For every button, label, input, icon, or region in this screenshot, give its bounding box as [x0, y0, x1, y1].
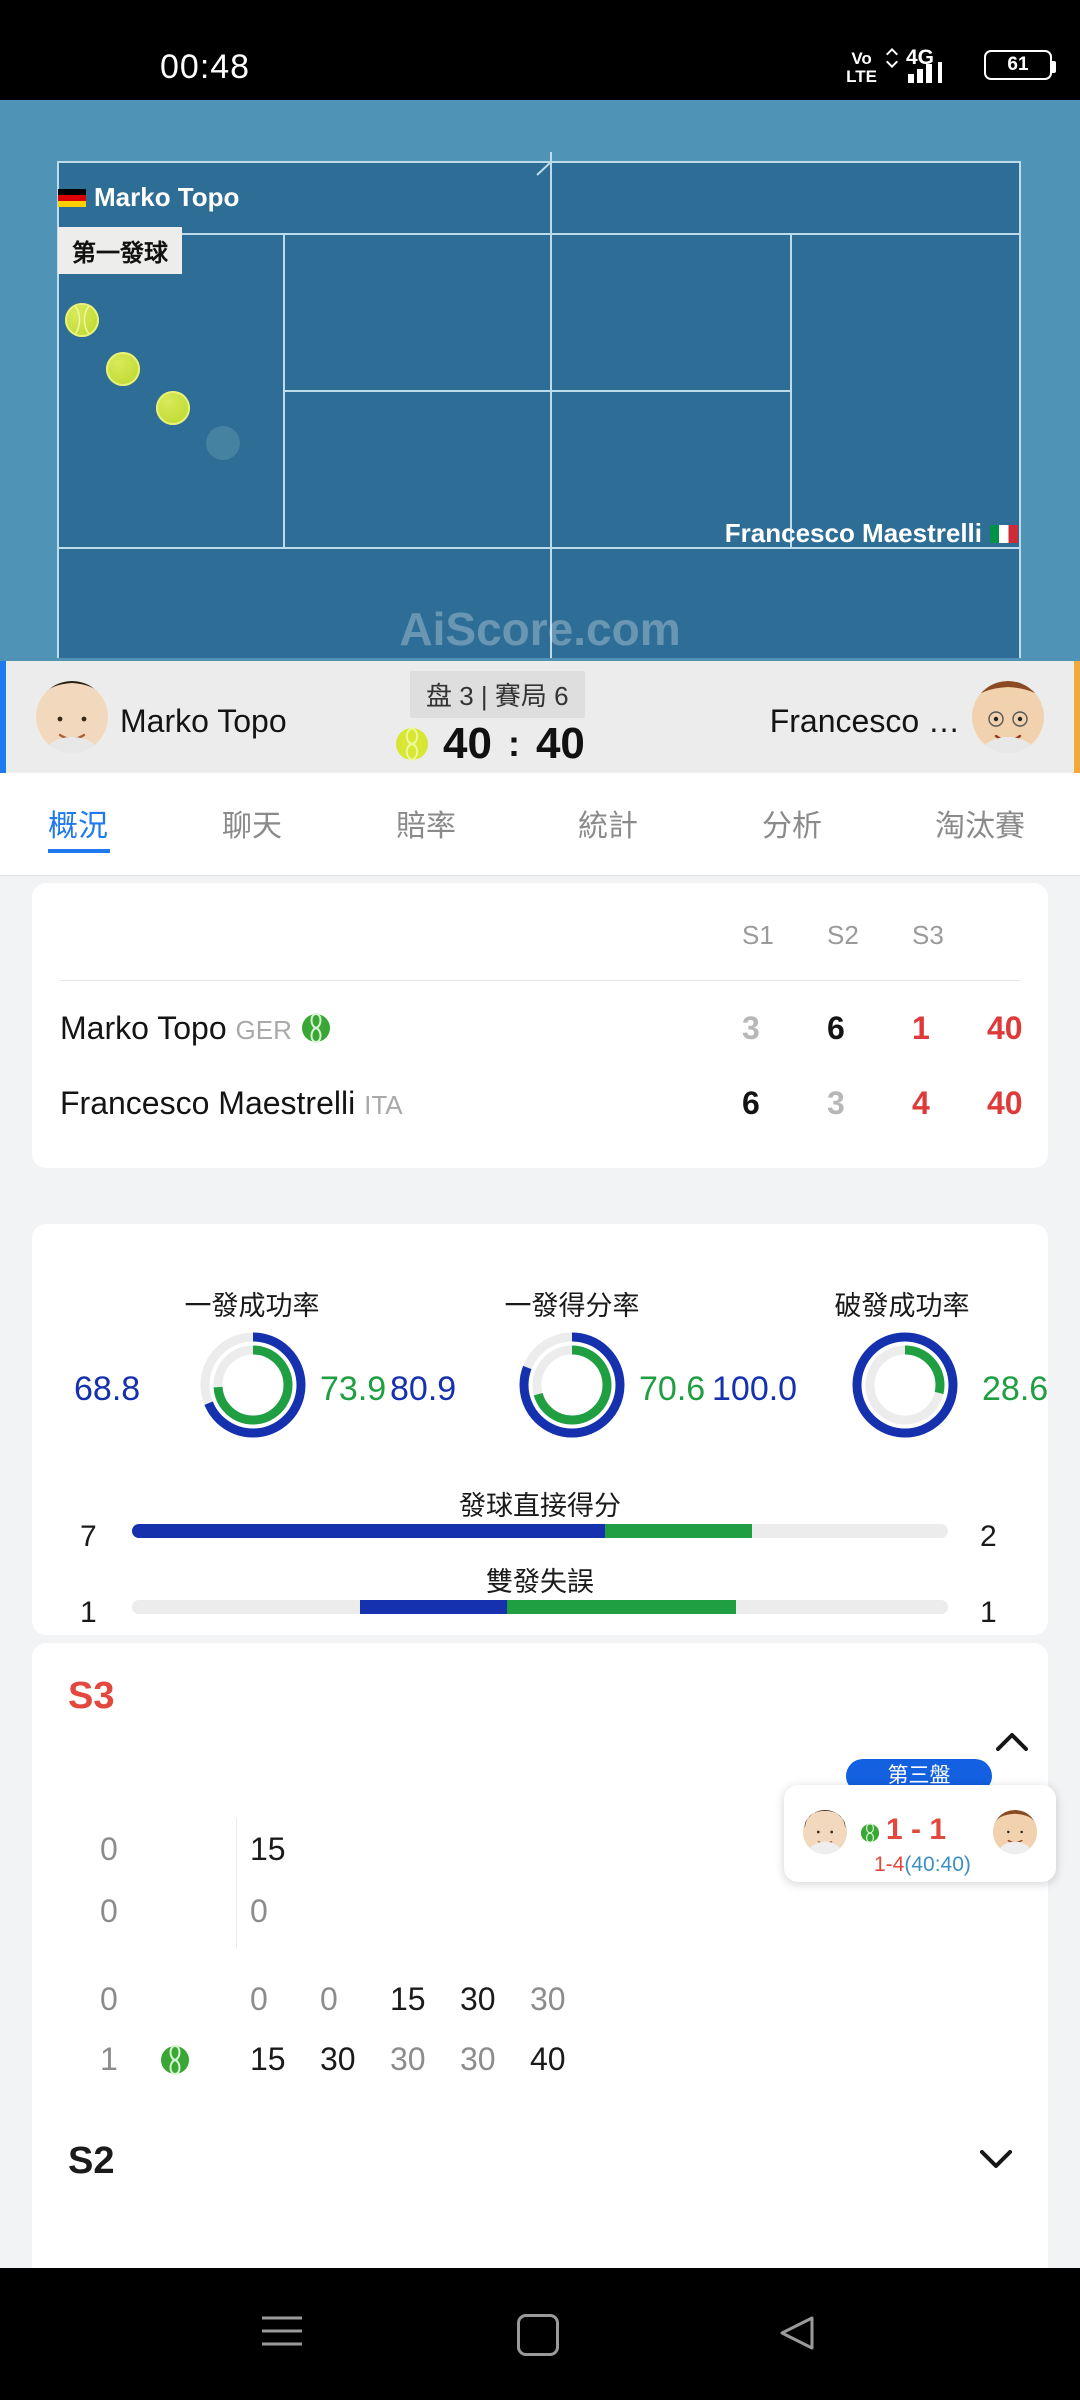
svg-text:AiScore.com: AiScore.com — [399, 603, 680, 655]
